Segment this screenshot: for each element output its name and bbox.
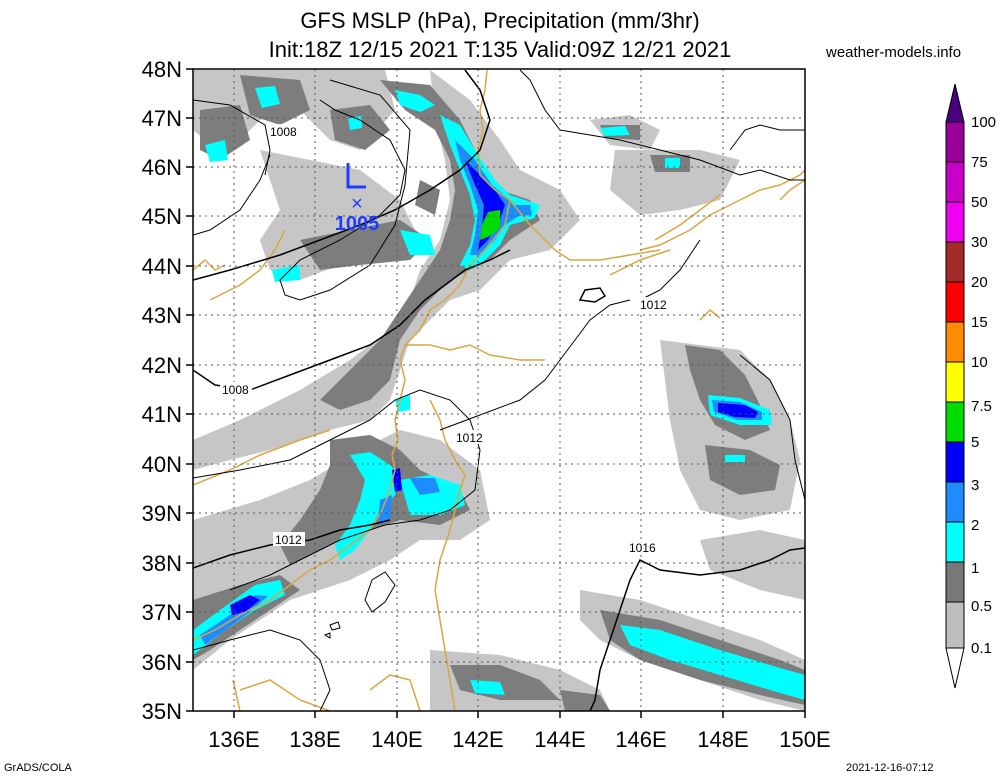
- isobar-label: 1012: [275, 533, 302, 547]
- lat-label: 44N: [142, 254, 182, 279]
- map-frame: [192, 68, 806, 712]
- precip-green: [480, 210, 500, 240]
- lon-label: 148E: [697, 727, 748, 752]
- colorbar-label: 3: [971, 477, 979, 494]
- axis-ticks: [186, 68, 806, 718]
- lon-label: 138E: [289, 727, 340, 752]
- isobar-label: 1012: [640, 298, 667, 312]
- lon-label: 140E: [371, 727, 422, 752]
- footer-software: GrADS/COLA: [4, 762, 72, 774]
- colorbar-label: 1: [971, 560, 979, 577]
- lat-label: 35N: [142, 699, 182, 724]
- colorbar: [945, 83, 965, 689]
- isobar-label: 1008: [222, 383, 249, 397]
- colorbar-label: 10: [971, 354, 988, 371]
- lat-label: 39N: [142, 501, 182, 526]
- colorbar-label: 0.1: [971, 640, 992, 657]
- colorbar-label: 75: [971, 154, 988, 171]
- colorbar-label: 50: [971, 194, 988, 211]
- title-line-1: GFS MSLP (hPa), Precipitation (mm/3hr): [300, 8, 700, 33]
- lon-label: 146E: [615, 727, 666, 752]
- lat-label: 46N: [142, 155, 182, 180]
- lat-label: 40N: [142, 452, 182, 477]
- colorbar-swatch: [945, 361, 965, 403]
- colorbar-label: 20: [971, 274, 988, 291]
- lon-label: 136E: [208, 727, 259, 752]
- low-pressure-center: × 1005: [335, 163, 380, 235]
- low-center-marker: ×: [351, 193, 363, 215]
- longitude-labels: 136E 138E 140E 142E 144E 146E 148E 150E: [208, 727, 830, 752]
- colorbar-label: 5: [971, 434, 979, 451]
- lat-label: 42N: [142, 353, 182, 378]
- isobar-label: 1008: [270, 125, 297, 139]
- colorbar-swatch: [945, 441, 965, 483]
- lat-label: 38N: [142, 551, 182, 576]
- gridlines: [193, 69, 805, 711]
- colorbar-swatch: [945, 241, 965, 283]
- lat-label: 41N: [142, 402, 182, 427]
- lat-label: 43N: [142, 303, 182, 328]
- colorbar-label: 7.5: [971, 398, 992, 415]
- colorbar-labels: 100 75 50 30 20 15 10 7.5 5 3 2 1 0.5 0.…: [971, 114, 996, 657]
- footer-timestamp: 2021-12-16-07:12: [846, 762, 934, 774]
- colorbar-swatch: [945, 281, 965, 323]
- colorbar-bottom-arrow: [945, 647, 965, 689]
- site-credit: weather-models.info: [826, 44, 962, 61]
- colorbar-swatch: [945, 601, 965, 649]
- lon-label: 150E: [779, 727, 830, 752]
- colorbar-label: 15: [971, 314, 988, 331]
- colorbar-top-arrow: [945, 83, 965, 123]
- lat-label: 45N: [142, 204, 182, 229]
- lat-label: 48N: [142, 57, 182, 82]
- lat-label: 37N: [142, 600, 182, 625]
- isobar-labels: 1008 1008 1012 1012 1012 1016: [220, 124, 670, 555]
- isobar-label: 1012: [456, 431, 483, 445]
- isobar-label: 1016: [629, 541, 656, 555]
- colorbar-label: 100: [971, 114, 996, 131]
- colorbar-swatch: [945, 121, 965, 163]
- colorbar-swatch: [945, 201, 965, 243]
- colorbar-label: 0.5: [971, 598, 992, 615]
- title-line-2: Init:18Z 12/15 2021 T:135 Valid:09Z 12/2…: [268, 37, 732, 62]
- lat-label: 36N: [142, 650, 182, 675]
- colorbar-label: 2: [971, 517, 979, 534]
- lon-label: 144E: [534, 727, 585, 752]
- map-area: × 1005 1008 1008 1012 1012 1012 1016: [193, 69, 805, 711]
- colorbar-swatch: [945, 521, 965, 563]
- colorbar-swatch: [945, 321, 965, 363]
- lon-label: 142E: [452, 727, 503, 752]
- latitude-labels: 48N 47N 46N 45N 44N 43N 42N 41N 40N 39N …: [142, 57, 182, 724]
- colorbar-swatch: [945, 481, 965, 523]
- colorbar-swatch: [945, 401, 965, 443]
- colorbar-swatch: [945, 561, 965, 603]
- colorbar-label: 30: [971, 234, 988, 251]
- low-center-pressure: 1005: [335, 213, 380, 235]
- colorbar-swatch: [945, 161, 965, 203]
- lat-label: 47N: [142, 106, 182, 131]
